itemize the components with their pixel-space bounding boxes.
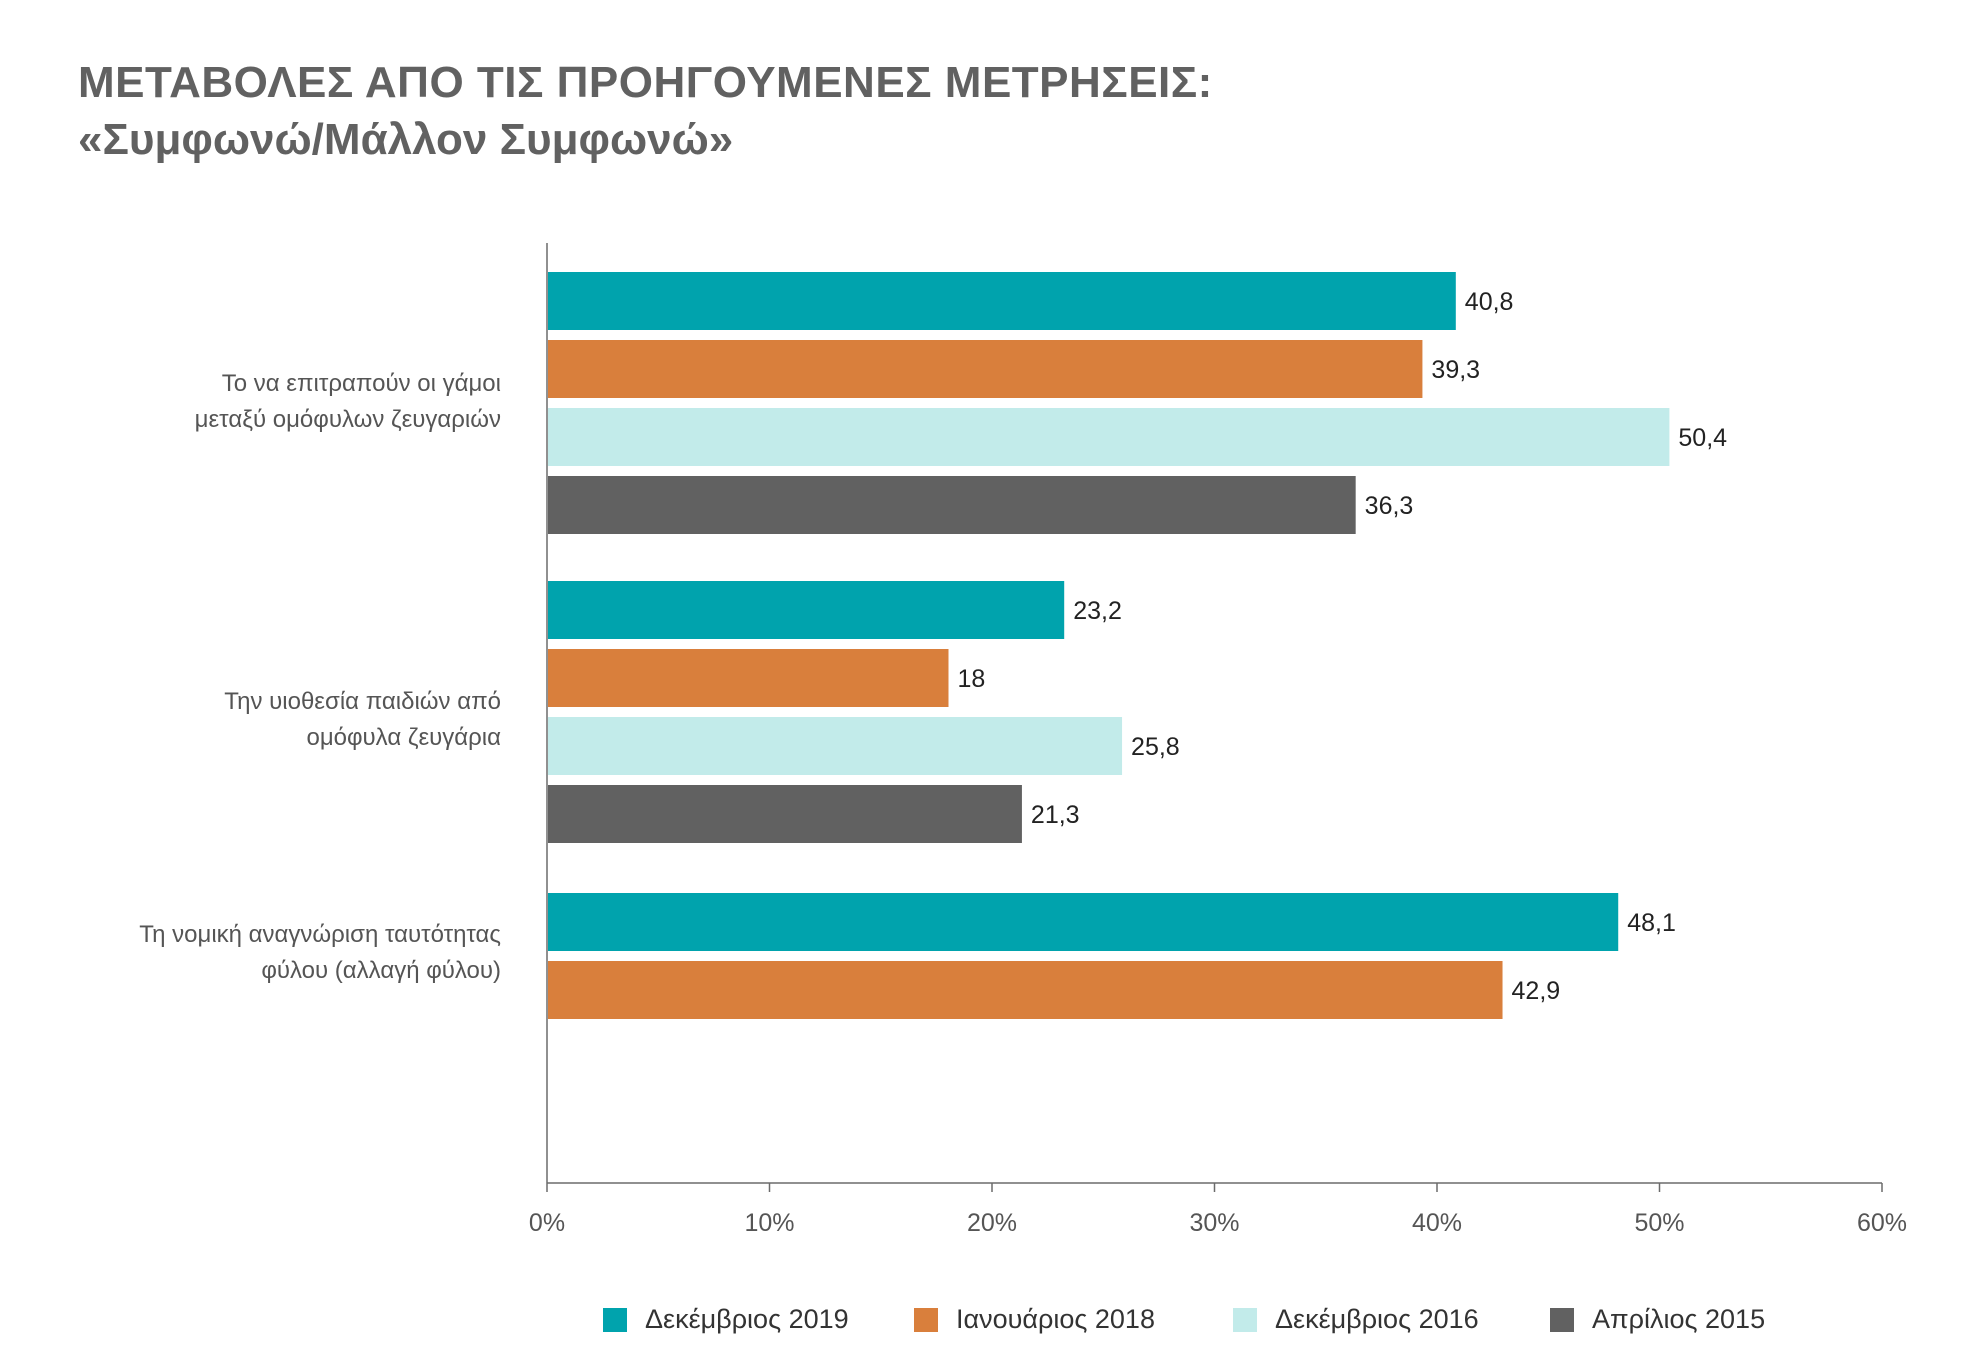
category-label-adoption: Την υιοθεσία παιδιών από ομόφυλα ζευγάρι… [71, 684, 501, 756]
x-tick-label: 40% [1412, 1209, 1462, 1237]
bar-value-label: 23,2 [1073, 597, 1122, 625]
bar [548, 476, 1356, 534]
legend-label: Απρίλιος 2015 [1592, 1304, 1766, 1334]
category-label-marriage: Το να επιτραπούν οι γάμοι μεταξύ ομόφυλω… [71, 366, 501, 438]
category-label-line: Το να επιτραπούν οι γάμοι [221, 370, 501, 397]
category-label-line: ομόφυλα ζευγάρια [306, 724, 501, 751]
x-tick-label: 30% [1189, 1209, 1239, 1237]
bar-value-label: 21,3 [1031, 801, 1080, 829]
bar [548, 272, 1456, 330]
chart-title-line1: ΜΕΤΑΒΟΛΕΣ ΑΠΟ ΤΙΣ ΠΡΟΗΓΟΥΜΕΝΕΣ ΜΕΤΡΗΣΕΙΣ… [78, 58, 1213, 107]
chart-legend: Δεκέμβριος 2019 Ιανουάριος 2018 Δεκέμβρι… [0, 1300, 1969, 1340]
bar-value-label: 18 [958, 665, 986, 693]
category-label-line: Τη νομική αναγνώριση ταυτότητας [139, 921, 501, 948]
category-label-line: φύλου (αλλαγή φύλου) [261, 957, 501, 984]
legend-swatch [603, 1308, 627, 1332]
bar [548, 785, 1022, 843]
chart-title-line2: «Συμφωνώ/Μάλλον Συμφωνώ» [78, 115, 734, 164]
category-label-line: Την υιοθεσία παιδιών από [224, 688, 501, 715]
bar [548, 340, 1423, 398]
bar-value-label: 48,1 [1627, 909, 1676, 937]
bar [548, 961, 1503, 1019]
bar [548, 649, 949, 707]
x-tick-label: 60% [1857, 1209, 1907, 1237]
bar-value-label: 42,9 [1512, 977, 1561, 1005]
legend-label: Δεκέμβριος 2019 [645, 1304, 849, 1334]
x-tick-label: 20% [967, 1209, 1017, 1237]
bar [548, 408, 1670, 466]
chart-title: ΜΕΤΑΒΟΛΕΣ ΑΠΟ ΤΙΣ ΠΡΟΗΓΟΥΜΕΝΕΣ ΜΕΤΡΗΣΕΙΣ… [78, 55, 1213, 169]
bar-value-label: 39,3 [1431, 356, 1480, 384]
bar [548, 893, 1619, 951]
legend-swatch [1233, 1308, 1257, 1332]
bar [548, 717, 1123, 775]
x-tick-label: 10% [744, 1209, 794, 1237]
bar-value-label: 40,8 [1465, 288, 1514, 316]
bar-value-label: 50,4 [1678, 424, 1727, 452]
x-tick-label: 50% [1634, 1209, 1684, 1237]
legend-swatch [914, 1308, 938, 1332]
bar-value-label: 36,3 [1365, 492, 1414, 520]
category-label-line: μεταξύ ομόφυλων ζευγαριών [194, 406, 501, 433]
legend-label: Δεκέμβριος 2016 [1275, 1304, 1479, 1334]
bar [548, 581, 1065, 639]
x-tick-label: 0% [529, 1209, 565, 1237]
category-label-gender-recognition: Τη νομική αναγνώριση ταυτότητας φύλου (α… [71, 917, 501, 989]
legend-label: Ιανουάριος 2018 [956, 1304, 1155, 1334]
legend-swatch [1550, 1308, 1574, 1332]
bar-value-label: 25,8 [1131, 733, 1180, 761]
